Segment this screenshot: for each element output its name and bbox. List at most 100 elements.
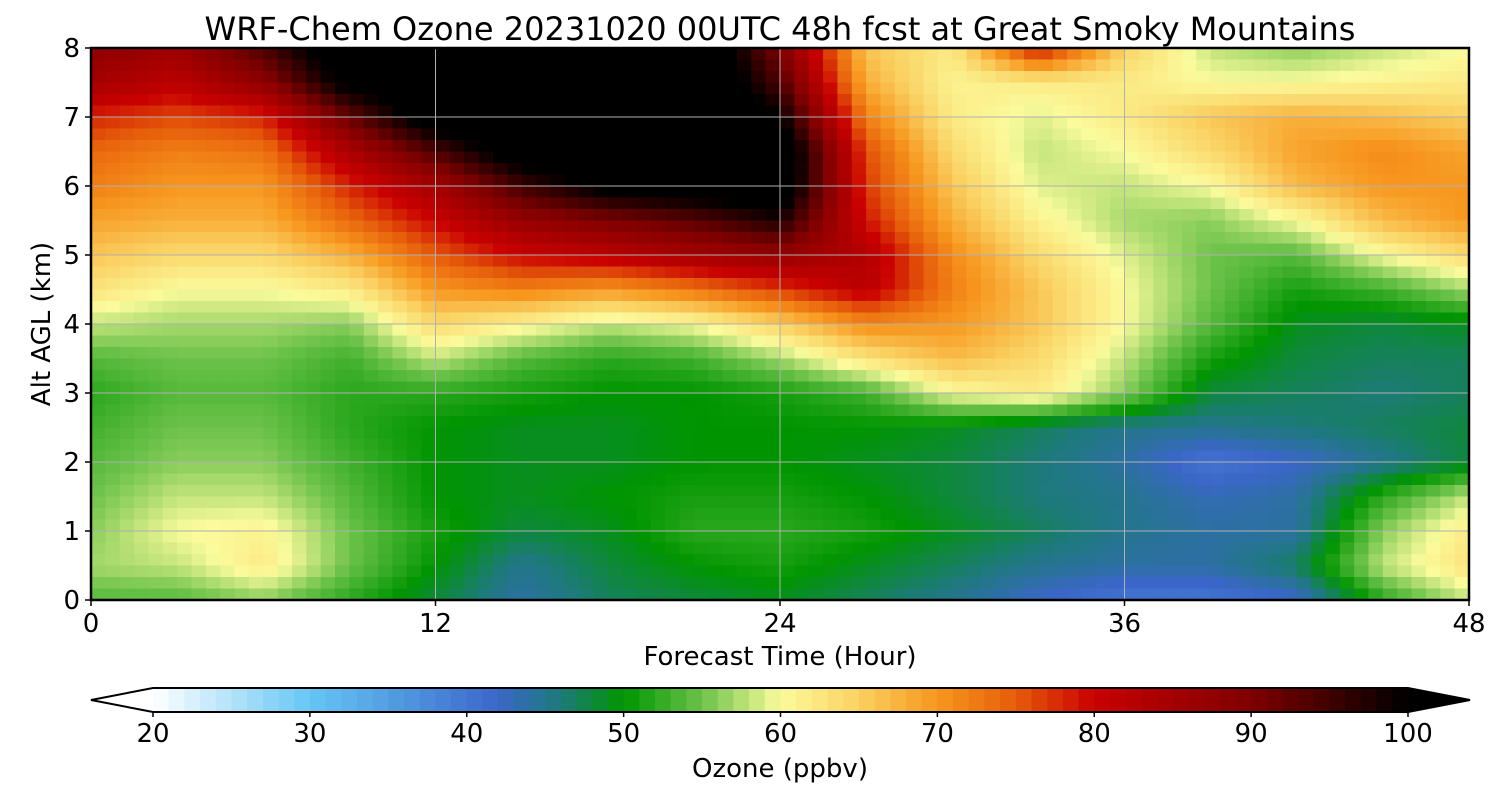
heatmap-cell bbox=[1296, 312, 1312, 325]
heatmap-cell bbox=[765, 151, 781, 164]
heatmap-cell bbox=[1052, 427, 1068, 440]
heatmap-cell bbox=[765, 186, 781, 199]
heatmap-cell bbox=[894, 542, 910, 555]
heatmap-cell bbox=[1067, 117, 1083, 130]
heatmap-cell bbox=[851, 335, 867, 348]
heatmap-cell bbox=[220, 427, 236, 440]
heatmap-cell bbox=[162, 209, 178, 222]
heatmap-cell bbox=[1138, 577, 1154, 590]
heatmap-cell bbox=[980, 105, 996, 118]
heatmap-cell bbox=[808, 266, 824, 279]
heatmap-cell bbox=[693, 427, 709, 440]
heatmap-cell bbox=[1067, 347, 1083, 360]
heatmap-cell bbox=[1425, 105, 1441, 118]
heatmap-cell bbox=[636, 266, 652, 279]
heatmap-cell bbox=[693, 48, 709, 61]
heatmap-cell bbox=[1339, 519, 1355, 532]
heatmap-cell bbox=[636, 128, 652, 141]
heatmap-cell bbox=[162, 427, 178, 440]
heatmap-cell bbox=[780, 151, 795, 164]
heatmap-cell bbox=[722, 71, 738, 84]
heatmap-cell bbox=[1067, 462, 1083, 475]
heatmap-cell bbox=[1425, 508, 1441, 521]
heatmap-cell bbox=[679, 59, 695, 72]
heatmap-cell bbox=[966, 220, 982, 233]
colorbar-segment bbox=[702, 688, 719, 712]
heatmap-cell bbox=[148, 358, 164, 371]
heatmap-cell bbox=[1167, 381, 1183, 394]
heatmap-cell bbox=[1167, 312, 1183, 325]
heatmap-cell bbox=[966, 485, 982, 498]
heatmap-cell bbox=[234, 588, 250, 600]
heatmap-cell bbox=[1167, 531, 1183, 544]
colorbar-segment bbox=[1251, 688, 1268, 712]
heatmap-cell bbox=[980, 94, 996, 107]
heatmap-cell bbox=[1181, 588, 1197, 600]
heatmap-cell bbox=[923, 450, 939, 463]
heatmap-cell bbox=[622, 243, 638, 256]
heatmap-cell bbox=[263, 565, 279, 578]
heatmap-cell bbox=[665, 94, 681, 107]
heatmap-cell bbox=[866, 151, 882, 164]
heatmap-cell bbox=[607, 439, 623, 452]
heatmap-cell bbox=[1397, 243, 1413, 256]
heatmap-cell bbox=[1081, 588, 1097, 600]
heatmap-cell bbox=[1239, 554, 1255, 567]
heatmap-cell bbox=[1095, 312, 1111, 325]
heatmap-cell bbox=[765, 519, 781, 532]
heatmap-cell bbox=[1368, 335, 1384, 348]
heatmap-cell bbox=[1067, 404, 1083, 417]
heatmap-cell bbox=[966, 278, 982, 291]
heatmap-cell bbox=[909, 554, 925, 567]
heatmap-cell bbox=[1425, 197, 1441, 210]
heatmap-cell bbox=[1425, 565, 1441, 578]
heatmap-cell bbox=[579, 450, 594, 463]
heatmap-cell bbox=[320, 59, 336, 72]
heatmap-cell bbox=[1110, 220, 1126, 233]
heatmap-cell bbox=[909, 278, 925, 291]
heatmap-cell bbox=[1382, 370, 1398, 383]
heatmap-cell bbox=[177, 427, 193, 440]
heatmap-cell bbox=[1081, 335, 1097, 348]
colorbar-segment bbox=[1360, 688, 1378, 712]
heatmap-cell bbox=[234, 554, 250, 567]
heatmap-cell bbox=[291, 105, 307, 118]
heatmap-cell bbox=[636, 71, 652, 84]
heatmap-cell bbox=[708, 301, 724, 314]
heatmap-cell bbox=[1095, 278, 1111, 291]
heatmap-cell bbox=[607, 404, 623, 417]
heatmap-cell bbox=[1411, 531, 1427, 544]
heatmap-cell bbox=[736, 416, 752, 429]
heatmap-cell bbox=[736, 588, 752, 600]
heatmap-cell bbox=[1440, 71, 1456, 84]
heatmap-cell bbox=[607, 554, 623, 567]
heatmap-cell bbox=[923, 358, 939, 371]
heatmap-cell bbox=[1124, 462, 1140, 475]
heatmap-cell bbox=[1153, 59, 1169, 72]
heatmap-cell bbox=[593, 105, 609, 118]
heatmap-cell bbox=[966, 312, 982, 325]
heatmap-cell bbox=[1153, 473, 1169, 486]
heatmap-cell bbox=[435, 577, 451, 590]
heatmap-cell bbox=[593, 94, 609, 107]
heatmap-cell bbox=[148, 485, 164, 498]
heatmap-cell bbox=[966, 439, 982, 452]
heatmap-cell bbox=[1282, 347, 1298, 360]
heatmap-cell bbox=[535, 243, 551, 256]
heatmap-cell bbox=[1067, 94, 1083, 107]
heatmap-cell bbox=[650, 588, 666, 600]
heatmap-cell bbox=[751, 347, 767, 360]
heatmap-cell bbox=[435, 117, 451, 130]
heatmap-cell bbox=[119, 232, 135, 245]
heatmap-cell bbox=[866, 48, 882, 61]
heatmap-cell bbox=[191, 59, 207, 72]
heatmap-cell bbox=[1224, 416, 1240, 429]
heatmap-cell bbox=[1239, 427, 1255, 440]
heatmap-cell bbox=[449, 577, 465, 590]
heatmap-cell bbox=[1382, 439, 1398, 452]
heatmap-cell bbox=[693, 163, 709, 176]
heatmap-cell bbox=[335, 588, 350, 600]
heatmap-cell bbox=[148, 381, 164, 394]
heatmap-cell bbox=[535, 151, 551, 164]
heatmap-cell bbox=[923, 151, 939, 164]
